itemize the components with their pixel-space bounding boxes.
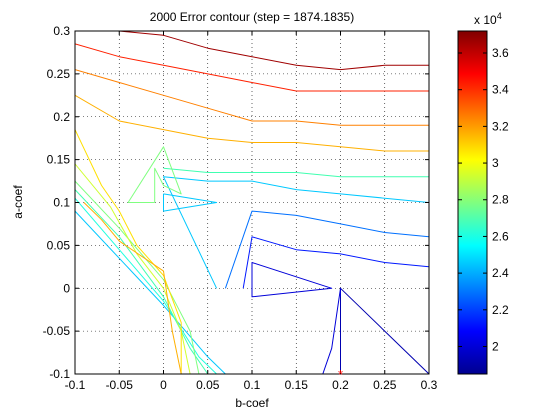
colorbar-tick-label: 2.8: [492, 193, 509, 207]
colorbar-tick-label: 3.2: [492, 119, 509, 133]
x-axis-label: b-coef: [235, 396, 269, 410]
contour-line: [75, 189, 209, 374]
x-tick-label: -0.05: [106, 378, 134, 392]
contour-line: [127, 146, 182, 203]
y-tick-label: 0.15: [47, 153, 71, 167]
x-tick-label: 0: [160, 378, 167, 392]
y-tick-label: 0.25: [47, 67, 71, 81]
contour-line: [83, 202, 182, 374]
y-axis-label: a-coef: [11, 185, 25, 219]
x-tick-label: 0.05: [196, 378, 220, 392]
y-tick-label: 0.05: [47, 238, 71, 252]
marker-layer: *: [338, 367, 343, 382]
y-tick-label: -0.05: [43, 324, 71, 338]
contour-line: [75, 43, 429, 92]
x-tick-label: 0.1: [244, 378, 261, 392]
y-tick-label: 0.3: [53, 24, 70, 38]
contour-line: [322, 287, 341, 374]
colorbar-tick-label: 2: [492, 339, 499, 353]
contour-line: [75, 69, 429, 126]
colorbar-multiplier: x 104: [474, 11, 502, 27]
chart-title: 2000 Error contour (step = 1874.1835): [150, 10, 354, 24]
colorbar-multiplier-exponent: 4: [497, 11, 502, 21]
contour-line: [224, 210, 429, 289]
colorbar-tick-label: 2.6: [492, 229, 509, 243]
axis-ticks: -0.1 -0.05 0 0.05 0.1 0.15 0.2 0.25 0.3 -0.1 -0.05…: [43, 24, 438, 392]
contour-line: [242, 236, 429, 289]
y-tick-label: 0: [63, 281, 70, 295]
x-tick-label: 0.3: [421, 378, 438, 392]
colorbar-tick-label: 3: [492, 156, 499, 170]
colorbar-ticks: 2 2.2 2.4 2.6 2.8 3 3.2 3.4 3.6: [458, 46, 509, 353]
x-tick-label: 0.15: [285, 378, 309, 392]
contour-line: [163, 176, 429, 289]
contour-line: [119, 31, 429, 71]
contour-line: [75, 197, 217, 374]
colorbar-multiplier-base: x 10: [474, 13, 497, 27]
contour-line: [75, 163, 191, 374]
colorbar-tick-label: 2.4: [492, 266, 509, 280]
contour-lines: [75, 31, 429, 374]
contour-line: [75, 180, 200, 374]
contour-line: [163, 193, 218, 212]
contour-line: [340, 287, 429, 374]
contour-line: [75, 129, 182, 374]
contour-line: [75, 210, 226, 374]
minimum-marker: *: [338, 367, 343, 382]
contour-line: [163, 167, 429, 178]
contour-line: [251, 262, 333, 298]
colorbar-tick-label: 3.4: [492, 83, 509, 97]
y-tick-label: -0.1: [49, 367, 70, 381]
x-tick-label: -0.1: [65, 378, 86, 392]
colorbar: [457, 30, 488, 375]
y-tick-label: 0.2: [53, 110, 70, 124]
x-tick-label: 0.2: [332, 378, 349, 392]
y-tick-label: 0.1: [53, 196, 70, 210]
colorbar-tick-label: 2.2: [492, 303, 509, 317]
colorbar-tick-label: 3.6: [492, 46, 509, 60]
contour-line: [75, 94, 429, 152]
x-tick-label: 0.25: [373, 378, 397, 392]
